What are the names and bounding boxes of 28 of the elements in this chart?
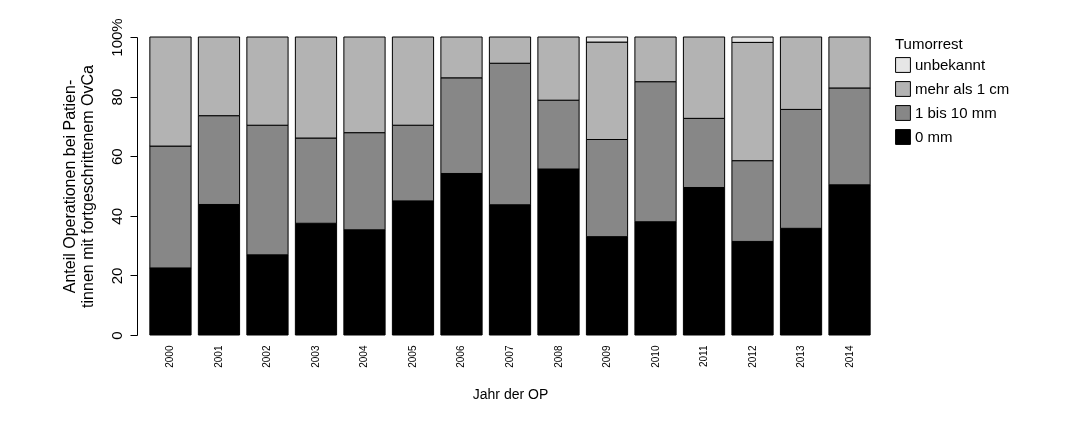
x-tick-label: 2006 [455,345,467,368]
legend-label: 0 mm [915,128,953,145]
y-tick-label: 0 [107,331,125,340]
y-tick-label: 100% [107,18,125,57]
legend-label: 1 bis 10 mm [915,104,997,121]
y-tick-label: 60 [107,148,125,166]
x-tick-label: 2014 [843,345,855,368]
x-tick-label: 2003 [309,345,321,368]
legend-label: mehr als 1 cm [915,80,1010,97]
x-tick-label: 2002 [261,345,273,368]
x-tick-label: 2000 [164,345,176,368]
y-tick-label: 40 [107,207,125,225]
y-axis-title: Anteil Operationen bei Patien- tinnen mit fortgeschrittenem OvCa [60,65,96,308]
x-tick-label: 2001 [212,345,224,368]
y-tick-label: 20 [107,267,125,285]
x-tick-label: 2011 [698,345,710,368]
legend-title: Tumorrest [895,35,964,52]
x-tick-label: 2009 [601,345,613,368]
x-tick-label: 2012 [746,345,758,368]
y-tick-label: 80 [107,88,125,106]
x-tick-label: 2013 [795,345,807,368]
x-tick-label: 2010 [649,345,661,368]
x-axis-title: Jahr der OP [472,385,549,402]
x-tick-label: 2004 [358,345,370,368]
x-tick-label: 2008 [552,345,564,368]
legend-label: unbekannt [915,56,986,73]
x-tick-label: 2007 [504,345,515,368]
x-tick-label: 2005 [406,345,418,368]
